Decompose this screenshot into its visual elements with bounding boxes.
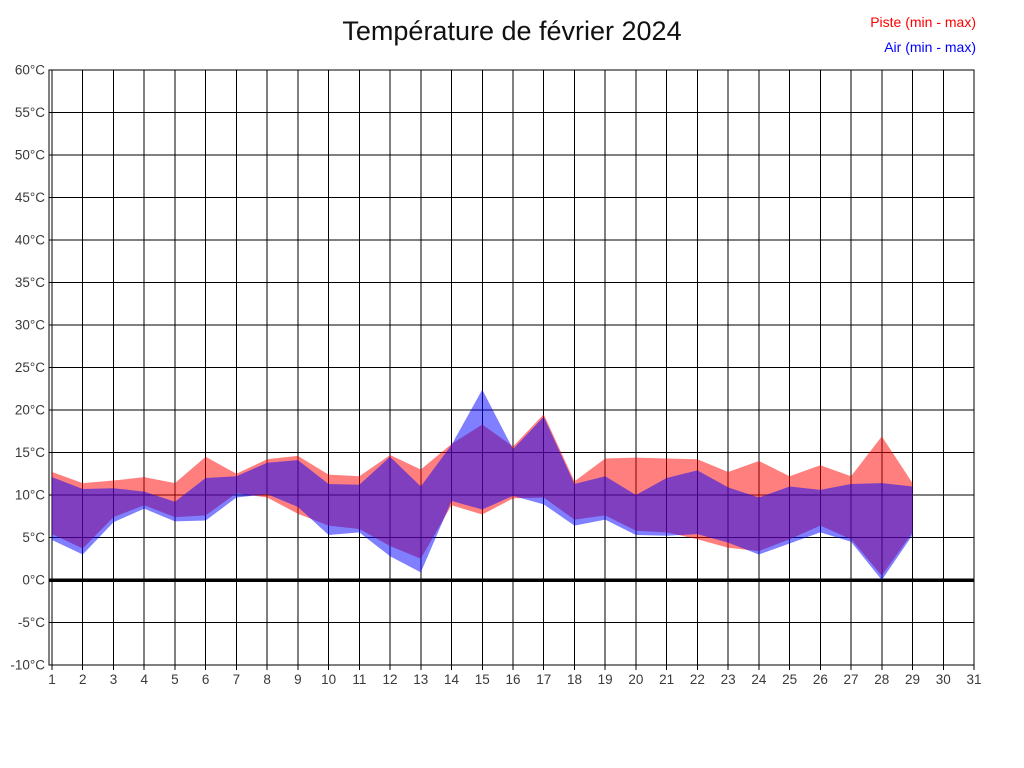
x-tick-label: 11 [352, 672, 366, 687]
y-tick-label: -5°C [18, 615, 45, 630]
x-tick-label: 17 [536, 672, 551, 687]
x-tick-label: 14 [444, 672, 460, 687]
legend-air-label: Air (min - max) [884, 39, 976, 55]
x-tick-label: 2 [79, 672, 87, 687]
x-tick-label: 5 [171, 672, 179, 687]
x-tick-label: 12 [383, 672, 398, 687]
x-tick-label: 7 [233, 672, 241, 687]
x-tick-label: 25 [782, 672, 797, 687]
x-tick-label: 19 [598, 672, 613, 687]
x-tick-label: 31 [966, 672, 981, 687]
x-tick-label: 21 [659, 672, 674, 687]
y-tick-label: 20°C [15, 403, 45, 418]
x-tick-label: 6 [202, 672, 210, 687]
x-tick-label: 18 [567, 672, 582, 687]
x-tick-label: 15 [475, 672, 490, 687]
x-tick-label: 10 [321, 672, 336, 687]
plot-border [48, 69, 975, 666]
x-tick-label: 24 [751, 672, 767, 687]
y-tick-label: 30°C [15, 318, 45, 333]
y-tick-label: 40°C [15, 233, 45, 248]
x-tick-label: 1 [48, 672, 56, 687]
y-tick-label: 35°C [15, 275, 45, 290]
x-tick-label: 13 [413, 672, 428, 687]
x-tick-label: 20 [628, 672, 643, 687]
y-tick-label: 60°C [15, 63, 45, 78]
x-tick-label: 23 [721, 672, 736, 687]
y-tick-label: 55°C [15, 105, 45, 120]
y-tick-label: 0°C [22, 573, 45, 588]
x-tick-label: 29 [905, 672, 920, 687]
x-tick-label: 22 [690, 672, 705, 687]
y-tick-label: 5°C [22, 530, 45, 545]
x-tick-label: 30 [936, 672, 951, 687]
y-tick-label: 25°C [15, 360, 45, 375]
x-tick-label: 28 [874, 672, 889, 687]
y-tick-label: -10°C [10, 658, 45, 673]
y-tick-label: 10°C [15, 488, 45, 503]
legend: Piste (min - max) Air (min - max) [870, 10, 976, 60]
x-tick-label: 4 [140, 672, 148, 687]
y-tick-label: 15°C [15, 445, 45, 460]
y-tick-label: 45°C [15, 190, 45, 205]
chart-title: Température de février 2024 [342, 16, 682, 46]
legend-piste-label: Piste (min - max) [870, 14, 976, 30]
x-tick-label: 9 [294, 672, 302, 687]
y-tick-label: 50°C [15, 148, 45, 163]
x-tick-label: 8 [263, 672, 271, 687]
air-band [52, 389, 913, 580]
x-tick-label: 26 [813, 672, 828, 687]
x-tick-label: 27 [844, 672, 859, 687]
x-tick-label: 16 [505, 672, 520, 687]
x-tick-label: 3 [110, 672, 118, 687]
